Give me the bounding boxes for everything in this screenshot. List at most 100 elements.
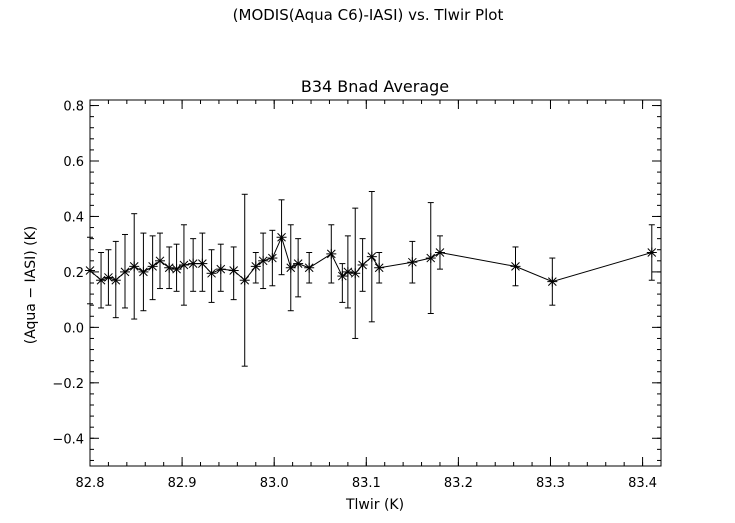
marker-stroke: [647, 248, 657, 257]
y-tick-label: 0.4: [63, 210, 84, 225]
data-point: [510, 261, 521, 272]
data-point: [374, 262, 385, 273]
data-point: [342, 266, 353, 277]
data-point: [147, 261, 158, 272]
marker-stroke: [148, 262, 157, 271]
marker-stroke: [267, 253, 277, 263]
y-tick-label: 0.2: [63, 266, 84, 281]
data-point: [188, 258, 199, 269]
data-point: [171, 264, 182, 275]
marker-stroke: [198, 259, 207, 268]
marker-stroke: [286, 263, 296, 273]
marker-stroke: [426, 253, 436, 263]
data-point: [215, 264, 226, 275]
x-axis-label: Tlwir (K): [345, 497, 404, 513]
data-point: [267, 253, 278, 264]
marker-stroke: [207, 268, 216, 278]
data-point: [276, 232, 287, 243]
marker-stroke: [120, 267, 130, 277]
marker-stroke: [358, 260, 367, 270]
y-tick-label: −0.4: [52, 432, 84, 447]
data-point: [228, 265, 239, 276]
data-point: [85, 265, 95, 276]
y-tick-label: 0.6: [63, 155, 84, 170]
marker-stroke: [367, 252, 377, 262]
data-point: [304, 262, 315, 273]
x-axis-ticks: 82.8 82.9 83.0 83.1 83.2 83.3 83.4: [76, 100, 662, 491]
data-point: [197, 258, 208, 269]
error-bar: [339, 263, 346, 303]
marker-stroke: [188, 259, 198, 268]
data-point: [239, 275, 250, 286]
marker-stroke: [179, 260, 189, 270]
y-tick-label: 0.8: [63, 100, 84, 115]
data-point: [110, 275, 121, 286]
marker-stroke: [277, 232, 286, 242]
y-tick-label: −0.2: [52, 377, 84, 392]
data-point: [96, 275, 107, 286]
data-point: [425, 253, 436, 264]
data-point: [258, 255, 269, 266]
marker-stroke: [164, 263, 174, 273]
y-axis-ticks: −0.4 −0.2 0.0 0.2 0.4 0.6 0.8: [52, 100, 661, 461]
marker-stroke: [511, 262, 520, 271]
y-axis-label: (Aqua − IASI) (K): [23, 226, 39, 345]
marker-stroke: [350, 268, 360, 278]
plot-frame: [89, 99, 662, 467]
marker-stroke: [85, 266, 95, 275]
marker-stroke: [129, 262, 139, 271]
data-point: [250, 261, 261, 272]
data-point: [103, 272, 114, 283]
marker-stroke: [374, 263, 384, 273]
marker-stroke: [293, 259, 303, 268]
x-tick-label: 82.9: [168, 476, 197, 491]
marker-stroke: [216, 264, 226, 274]
error-bars: [87, 191, 655, 367]
chart-title: B34 Bnad Average: [301, 77, 449, 96]
data-markers: [85, 232, 657, 287]
marker-stroke: [258, 256, 268, 266]
marker-stroke: [172, 264, 181, 274]
data-point: [119, 266, 130, 277]
data-point: [547, 276, 558, 287]
x-tick-label: 83.2: [444, 476, 473, 491]
y-tick-label: 0.0: [63, 321, 84, 336]
marker-stroke: [139, 267, 148, 277]
data-point: [366, 251, 377, 262]
data-point: [434, 247, 445, 258]
data-point: [178, 259, 189, 270]
marker-stroke: [435, 248, 445, 257]
marker-stroke: [155, 256, 165, 266]
marker-stroke: [304, 263, 314, 273]
data-point: [293, 258, 304, 269]
marker-stroke: [407, 257, 417, 267]
data-point: [164, 262, 175, 273]
x-tick-label: 82.8: [76, 476, 105, 491]
data-point: [154, 255, 165, 266]
data-point: [129, 261, 140, 272]
marker-stroke: [251, 262, 261, 271]
x-tick-label: 83.4: [628, 476, 657, 491]
data-point: [138, 266, 149, 277]
data-point: [407, 257, 418, 268]
data-point: [357, 259, 368, 270]
marker-stroke: [240, 275, 250, 285]
data-point: [285, 262, 296, 273]
marker-stroke: [326, 249, 336, 259]
chart-suptitle: (MODIS(Aqua C6)-IASI) vs. Tlwir Plot: [233, 6, 504, 24]
data-point: [350, 268, 361, 279]
marker-stroke: [229, 266, 239, 275]
marker-stroke: [547, 277, 557, 286]
data-point: [206, 268, 217, 279]
marker-stroke: [343, 267, 353, 277]
data-point: [326, 248, 337, 259]
marker-stroke: [111, 275, 121, 285]
x-tick-label: 83.3: [536, 476, 565, 491]
x-tick-label: 83.0: [260, 476, 289, 491]
data-point: [646, 247, 657, 258]
data-point: [337, 271, 348, 282]
marker-stroke: [337, 271, 347, 281]
marker-stroke: [104, 273, 113, 282]
x-tick-label: 83.1: [352, 476, 381, 491]
